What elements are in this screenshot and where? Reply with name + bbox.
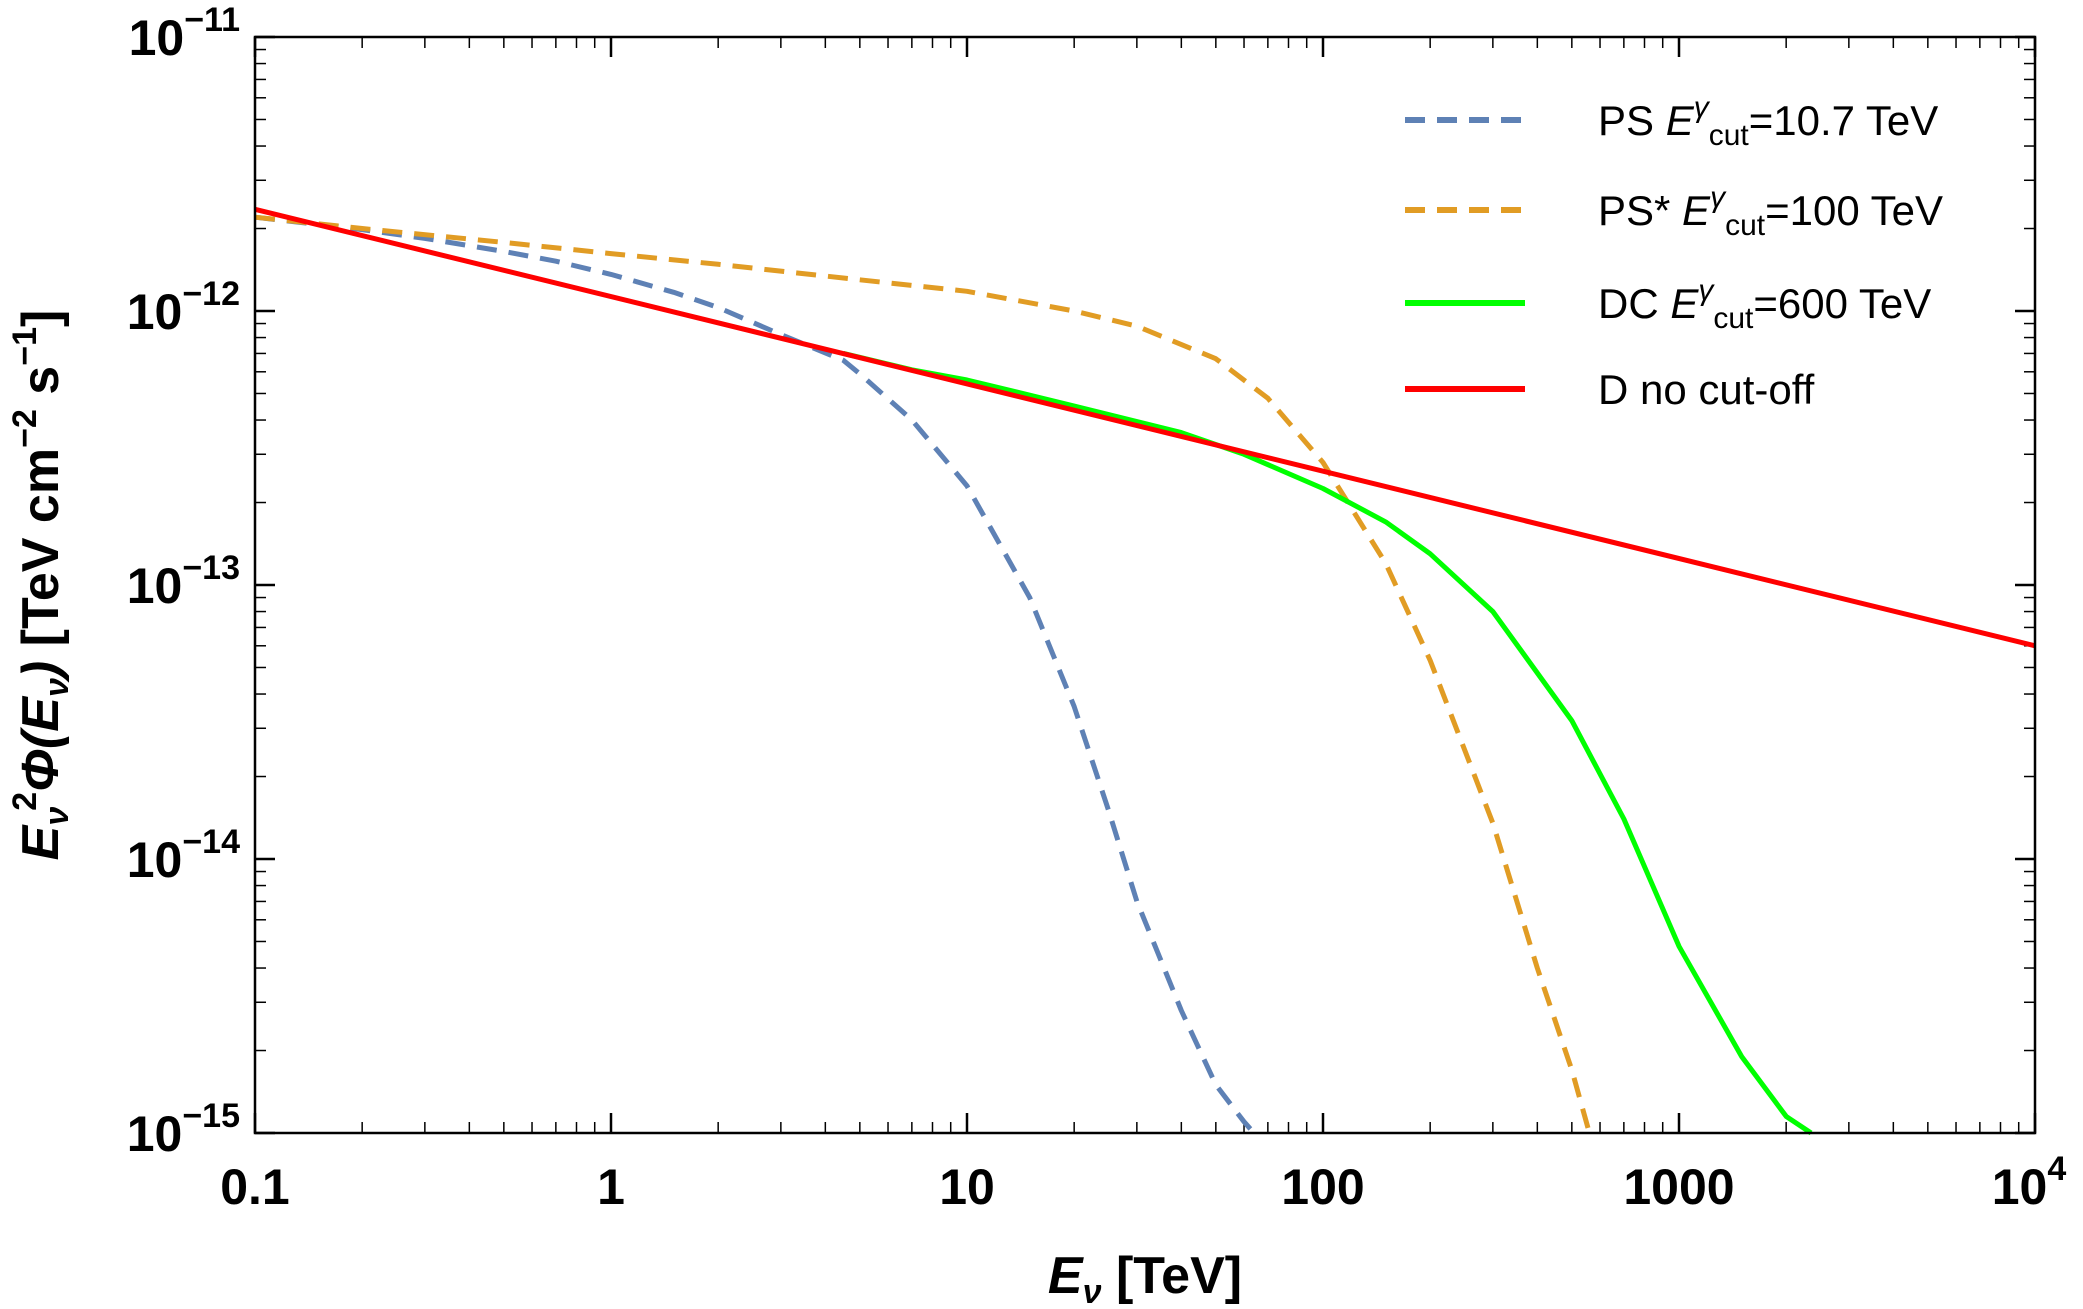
minor-ticks [255,37,2035,1133]
plot-frame [253,35,2037,1135]
x-axis-label: Eν [TeV] [1048,1247,1242,1309]
x-tick-label-10: 10 [939,1159,995,1215]
series-line-ps-star [254,214,1592,1134]
legend-label-d-no-cutoff: D no cut-off [1598,366,1815,413]
x-tick-label-1000: 1000 [1623,1159,1734,1215]
legend: PS Eγcut=10.7 TeV PS* Eγcut=100 TeV DC E… [1405,91,1943,413]
series-layer [254,206,2036,1136]
y-tick-label-1e-15: 10−15 [127,1097,240,1162]
y-axis-label: Eν2Φ(Eν) [TeV cm−2 s−1] [6,310,76,861]
y-tick-labels: 10−11 10−12 10−13 10−14 10−15 [127,1,240,1162]
x-tick-label-1: 1 [597,1159,625,1215]
legend-label-dc: DC Eγcut=600 TeV [1598,274,1931,335]
series-line-dc [842,350,1813,1136]
y-tick-label-1e-14: 10−14 [127,823,240,888]
legend-label-ps: PS Eγcut=10.7 TeV [1598,91,1938,152]
y-tick-label-1e-13: 10−13 [127,549,240,614]
x-tick-labels: 0.1 1 10 100 1000 104 [220,1150,2066,1215]
series-line-ps [254,214,1256,1135]
y-tick-label-1e-11: 10−11 [129,1,240,66]
x-tick-label-100: 100 [1281,1159,1364,1215]
x-tick-label-0.1: 0.1 [220,1159,290,1215]
legend-label-ps-star: PS* Eγcut=100 TeV [1598,181,1943,242]
series-line-d-no-cutoff [254,206,2036,649]
x-tick-label-10-4: 104 [1992,1150,2067,1215]
y-tick-label-1e-12: 10−12 [127,275,240,340]
